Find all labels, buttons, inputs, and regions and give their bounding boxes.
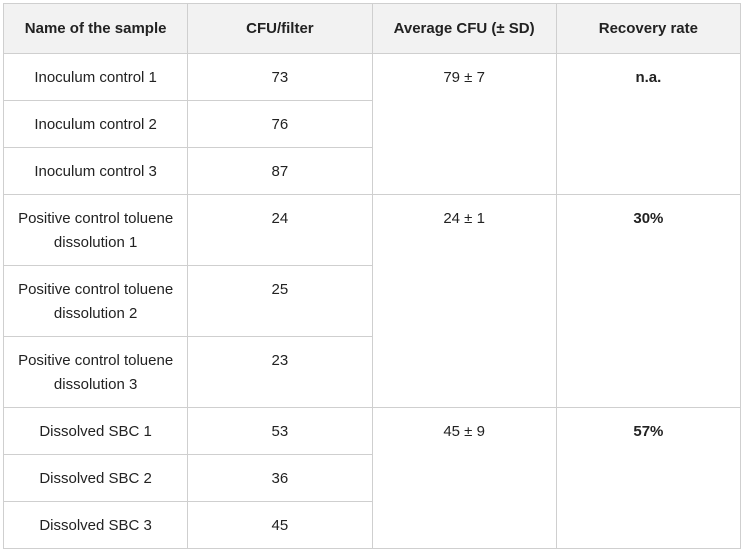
sample-name: Inoculum control 2 <box>2 100 189 148</box>
header-cell: Name of the sample <box>2 3 189 54</box>
sample-name: Dissolved SBC 3 <box>2 501 189 549</box>
recovery-rate: 30% <box>555 194 742 408</box>
header-cell: Average CFU (± SD) <box>371 3 557 54</box>
table-row: Dissolved SBC 1 53 45 ± 9 57% <box>2 407 742 549</box>
recovery-rate: 57% <box>555 407 742 549</box>
cfu-value: 36 <box>187 454 373 502</box>
table-row: Inoculum control 3 87 <box>2 147 741 195</box>
cfu-value: 87 <box>187 147 373 195</box>
cfu-value: 53 <box>187 407 373 455</box>
table-row: Positive control toluene dissolution 2 25 <box>2 265 741 337</box>
cfu-value: 25 <box>187 265 373 337</box>
header-cell: Recovery rate <box>555 3 742 54</box>
average-cfu: 24 ± 1 <box>371 194 557 408</box>
average-cfu: 45 ± 9 <box>371 407 557 549</box>
sample-name: Positive control toluene dissolution 3 <box>2 336 189 408</box>
header-row: Name of the sample CFU/filter Average CFU … <box>2 3 742 54</box>
table-body: Inoculum control 1 73 79 ± 7 n.a. Inoculum c… <box>2 53 742 549</box>
table-row: Dissolved SBC 3 45 <box>2 501 741 549</box>
cfu-value: 24 <box>187 194 373 266</box>
cfu-value: 73 <box>187 53 373 101</box>
cfu-value: 76 <box>187 100 373 148</box>
table-row: Dissolved SBC 2 36 <box>2 454 741 502</box>
sample-name: Dissolved SBC 1 <box>2 407 189 455</box>
results-table: Name of the sample CFU/filter Average CFU … <box>2 3 742 549</box>
recovery-rate: n.a. <box>555 53 742 195</box>
table-row: Inoculum control 2 76 <box>2 100 741 148</box>
table-row: Inoculum control 1 73 79 ± 7 n.a. <box>2 53 742 195</box>
sample-name: Positive control toluene dissolution 2 <box>2 265 189 337</box>
cfu-value: 23 <box>187 336 373 408</box>
sample-name: Inoculum control 1 <box>2 53 189 101</box>
table-row: Positive control toluene dissolution 3 23 <box>2 336 741 408</box>
sample-name: Inoculum control 3 <box>2 147 189 195</box>
sample-name: Positive control toluene dissolution 1 <box>2 194 189 266</box>
sample-name: Dissolved SBC 2 <box>2 454 189 502</box>
header-cell: CFU/filter <box>187 3 373 54</box>
average-cfu: 79 ± 7 <box>371 53 557 195</box>
cfu-value: 45 <box>187 501 373 549</box>
table-row: Positive control toluene dissolution 1 24… <box>2 194 742 408</box>
